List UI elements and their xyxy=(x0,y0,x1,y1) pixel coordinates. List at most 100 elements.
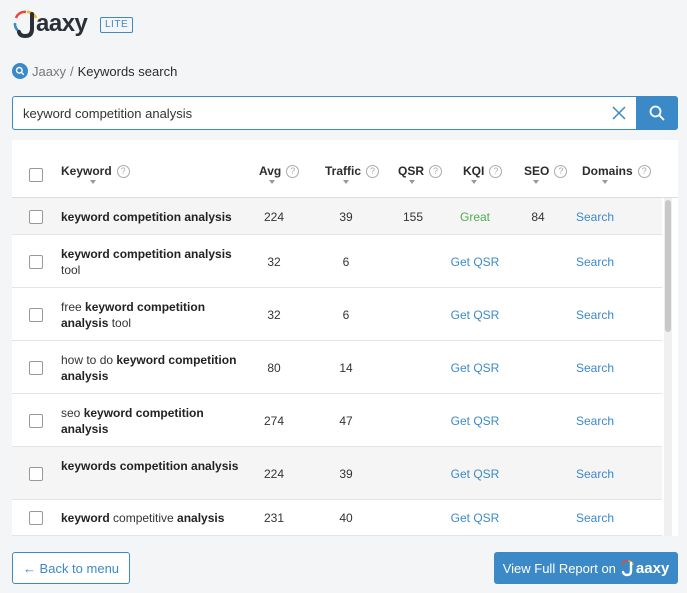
keyword-extra-text: tool xyxy=(61,263,81,277)
avg-cell: 80 xyxy=(267,361,281,375)
keyword-match-text: keyword competition analysis xyxy=(61,406,204,436)
help-icon[interactable]: ? xyxy=(637,164,651,178)
row-checkbox[interactable] xyxy=(29,511,43,525)
keyword-extra-text: seo xyxy=(61,406,84,420)
sort-caret-icon xyxy=(269,180,275,184)
search-icon xyxy=(649,105,665,121)
get-qsr-link[interactable]: Get QSR xyxy=(450,414,500,428)
column-seo[interactable]: SEO? xyxy=(524,164,568,178)
kqi-cell: Great xyxy=(459,210,490,224)
search-circle-icon xyxy=(12,63,28,79)
sort-caret-icon xyxy=(533,180,539,184)
back-to-menu-button[interactable]: ← Back to menu xyxy=(12,552,130,584)
traffic-cell: 39 xyxy=(339,467,353,481)
help-icon[interactable]: ? xyxy=(286,164,300,178)
keyword-cell: seo keyword competition analysis xyxy=(61,405,241,437)
row-checkbox[interactable] xyxy=(29,308,43,322)
row-checkbox[interactable] xyxy=(29,414,43,428)
domains-search-link[interactable]: Search xyxy=(575,511,615,525)
keyword-match-text: keyword competition analysis xyxy=(61,210,232,224)
table-row[interactable]: seo keyword competition analysis 274 47 Get… xyxy=(12,394,662,447)
keyword-match-text: analysis xyxy=(177,511,225,525)
breadcrumb-root[interactable]: Jaaxy xyxy=(32,63,66,79)
keyword-extra-text: competitive xyxy=(109,511,178,525)
table-row[interactable]: keyword competition analysis 224 39 155 Grea… xyxy=(12,198,662,235)
table-header: Keyword? Avg? Traffic? QSR? KQI? SEO? Do… xyxy=(12,140,678,198)
column-qsr[interactable]: QSR? xyxy=(398,164,443,178)
help-icon[interactable]: ? xyxy=(116,164,130,178)
jaaxy-logo-mark-icon xyxy=(621,560,634,577)
select-all-checkbox[interactable] xyxy=(29,168,43,182)
sort-caret-icon xyxy=(90,180,96,184)
traffic-cell: 47 xyxy=(339,414,353,428)
domains-search-link[interactable]: Search xyxy=(575,414,615,428)
column-keyword-label: Keyword xyxy=(61,164,112,178)
column-avg[interactable]: Avg? xyxy=(259,164,300,178)
help-icon[interactable]: ? xyxy=(366,164,380,178)
search-button[interactable] xyxy=(636,96,678,130)
table-row[interactable]: free keyword competition analysis tool 32… xyxy=(12,288,662,341)
get-qsr-link[interactable]: Get QSR xyxy=(450,361,500,375)
keyword-extra-text: free xyxy=(61,300,86,314)
help-icon[interactable]: ? xyxy=(489,164,503,178)
keyword-extra-text: how to do xyxy=(61,353,117,367)
table-row[interactable]: how to do keyword competition analysis 80… xyxy=(12,341,662,394)
search-input[interactable] xyxy=(12,96,636,130)
traffic-cell: 6 xyxy=(342,255,350,269)
sort-caret-icon xyxy=(471,180,477,184)
row-checkbox[interactable] xyxy=(29,467,43,481)
keyword-match-text: keywords competition analysis xyxy=(61,459,239,473)
breadcrumb: Jaaxy / Keywords search xyxy=(12,62,177,80)
keyword-match-text: keyword competition analysis xyxy=(61,353,237,383)
view-full-report-button[interactable]: View Full Report on aaxy xyxy=(494,552,678,584)
column-keyword[interactable]: Keyword? xyxy=(61,164,130,178)
breadcrumb-separator: / xyxy=(69,63,74,79)
help-icon[interactable]: ? xyxy=(554,164,568,178)
search-bar xyxy=(12,96,678,130)
full-report-brand: aaxy xyxy=(635,559,670,577)
row-checkbox[interactable] xyxy=(29,255,43,269)
qsr-cell: 155 xyxy=(402,210,424,224)
brand-name: aaxy xyxy=(36,10,88,37)
clear-search-icon[interactable] xyxy=(610,104,628,122)
keyword-extra-text: tool xyxy=(108,316,132,330)
column-kqi-label: KQI xyxy=(463,164,485,178)
column-traffic-label: Traffic xyxy=(325,164,362,178)
sort-caret-icon xyxy=(343,180,349,184)
table-row[interactable]: keyword competitive analysis 231 40 Get QSR… xyxy=(12,500,662,536)
domains-search-link[interactable]: Search xyxy=(575,361,615,375)
help-icon[interactable]: ? xyxy=(429,164,443,178)
keyword-match-text: keyword xyxy=(61,511,110,525)
column-qsr-label: QSR xyxy=(398,164,425,178)
row-checkbox[interactable] xyxy=(29,361,43,375)
domains-search-link[interactable]: Search xyxy=(575,308,615,322)
get-qsr-link[interactable]: Get QSR xyxy=(450,511,500,525)
scrollbar-track[interactable] xyxy=(664,198,672,536)
keyword-match-text: keyword competition analysis xyxy=(61,247,232,261)
column-traffic[interactable]: Traffic? xyxy=(325,164,380,178)
traffic-cell: 39 xyxy=(339,210,353,224)
keyword-match-text: keyword competition analysis xyxy=(61,300,206,330)
get-qsr-link[interactable]: Get QSR xyxy=(450,467,500,481)
domains-search-link[interactable]: Search xyxy=(575,210,615,224)
jaaxy-logo-mark-icon xyxy=(13,10,38,39)
lite-badge: LITE xyxy=(100,17,134,33)
avg-cell: 224 xyxy=(263,210,285,224)
column-kqi[interactable]: KQI? xyxy=(463,164,503,178)
table-row[interactable]: keyword competition analysis tool 32 6 Get … xyxy=(12,235,662,288)
domains-search-link[interactable]: Search xyxy=(575,255,615,269)
table-row[interactable]: keywords competition analysis 224 39 Get QS… xyxy=(12,447,662,500)
avg-cell: 224 xyxy=(263,467,285,481)
jaaxy-logo[interactable]: aaxy xyxy=(12,8,88,40)
avg-cell: 274 xyxy=(263,414,285,428)
traffic-cell: 14 xyxy=(339,361,353,375)
domains-search-link[interactable]: Search xyxy=(575,467,615,481)
sort-caret-icon xyxy=(409,180,415,184)
get-qsr-link[interactable]: Get QSR xyxy=(450,308,500,322)
get-qsr-link[interactable]: Get QSR xyxy=(450,255,500,269)
column-domains[interactable]: Domains? xyxy=(582,164,651,178)
row-checkbox[interactable] xyxy=(29,210,43,224)
scrollbar-thumb[interactable] xyxy=(665,200,671,332)
avg-cell: 32 xyxy=(267,255,281,269)
traffic-cell: 40 xyxy=(339,511,353,525)
